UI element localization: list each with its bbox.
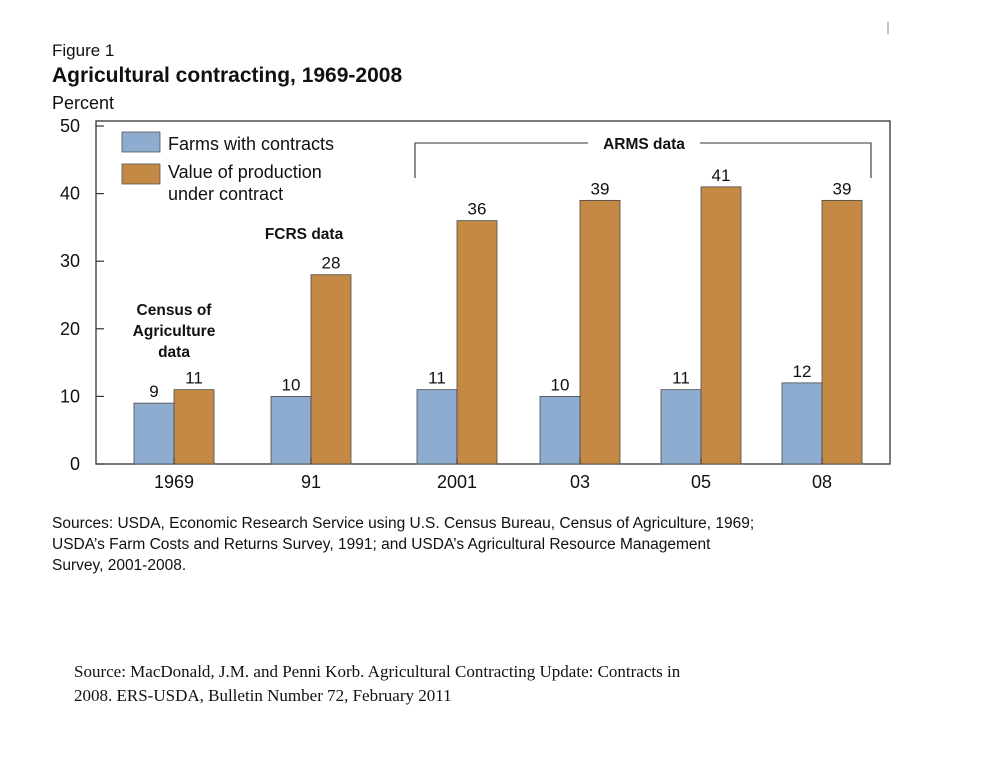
x-tick-label: 03 [570, 472, 590, 492]
census-annotation: Census of Agriculture data [133, 302, 216, 361]
figure-title: Agricultural contracting, 1969-2008 [52, 64, 402, 87]
y-tick-label: 20 [60, 319, 80, 339]
bar-value-label: 39 [591, 179, 610, 198]
census-annotation-line3: data [158, 344, 190, 361]
bar-value-label: 28 [322, 254, 341, 273]
caption-line2: 2008. ERS-USDA, Bulletin Number 72, Febr… [74, 686, 452, 705]
census-annotation-line2: Agriculture [133, 323, 216, 340]
bar-value-of-production [456, 220, 498, 465]
y-tick-label: 50 [60, 116, 80, 136]
legend-label-farms: Farms with contracts [168, 134, 334, 154]
x-tick-label: 2001 [437, 472, 477, 492]
bar-value-label: 10 [551, 375, 570, 394]
bar-value-of-production [579, 199, 621, 465]
bar-farms-with-contracts [660, 389, 702, 465]
legend-swatch-value [121, 163, 161, 185]
bar-value-label: 11 [185, 369, 203, 388]
arms-annotation: ARMS data [603, 136, 685, 153]
sources-line2: USDA’s Farm Costs and Returns Survey, 19… [52, 536, 711, 553]
y-axis: 0 10 20 30 40 50 [60, 116, 104, 474]
bar-value-label: 11 [672, 369, 690, 388]
bar-farms-with-contracts [270, 395, 312, 465]
x-axis: 1969 91 2001 03 05 08 [154, 458, 832, 492]
sources-line3: Survey, 2001-2008. [52, 557, 186, 574]
bar-farms-with-contracts [781, 382, 823, 465]
sources-note: Sources: USDA, Economic Research Service… [52, 515, 754, 574]
census-annotation-line1: Census of [137, 302, 213, 319]
bar-value-label: 41 [712, 166, 731, 185]
caption-line1: Source: MacDonald, J.M. and Penni Korb. … [74, 662, 681, 681]
legend-swatch-farms [121, 131, 161, 153]
bar-value-label: 9 [149, 382, 158, 401]
bar-farms-with-contracts [539, 395, 581, 465]
x-tick-label: 08 [812, 472, 832, 492]
bar-value-of-production [310, 274, 352, 465]
y-tick-label: 30 [60, 251, 80, 271]
bar-value-label: 36 [468, 200, 487, 219]
bar-value-label: 10 [282, 375, 301, 394]
arms-label-bg [588, 130, 700, 154]
bars-group [133, 186, 863, 465]
bar-value-label: 39 [833, 179, 852, 198]
y-tick-label: 10 [60, 386, 80, 406]
sources-line1: Sources: USDA, Economic Research Service… [52, 515, 754, 532]
legend-label-value-line1: Value of production [168, 162, 322, 182]
bar-farms-with-contracts [133, 402, 175, 465]
figure-label: Figure 1 [52, 41, 114, 60]
bar-value-labels: 9 11 10 28 11 36 10 39 11 41 12 39 [149, 166, 851, 401]
bar-value-of-production [821, 199, 863, 465]
x-tick-label: 05 [691, 472, 711, 492]
bar-value-of-production [173, 389, 215, 465]
bar-value-label: 12 [793, 362, 812, 381]
y-axis-label: Percent [52, 93, 114, 113]
bar-farms-with-contracts [416, 389, 458, 465]
source-caption: Source: MacDonald, J.M. and Penni Korb. … [74, 660, 874, 708]
x-tick-label: 1969 [154, 472, 194, 492]
y-tick-label: 40 [60, 184, 80, 204]
legend-label-value-line2: under contract [168, 184, 283, 204]
legend: Farms with contracts Value of production… [121, 131, 334, 204]
y-tick-label: 0 [70, 454, 80, 474]
bar-value-of-production [700, 186, 742, 465]
fcrs-annotation: FCRS data [265, 226, 344, 243]
bar-value-label: 11 [428, 369, 446, 388]
x-tick-label: 91 [301, 472, 321, 492]
